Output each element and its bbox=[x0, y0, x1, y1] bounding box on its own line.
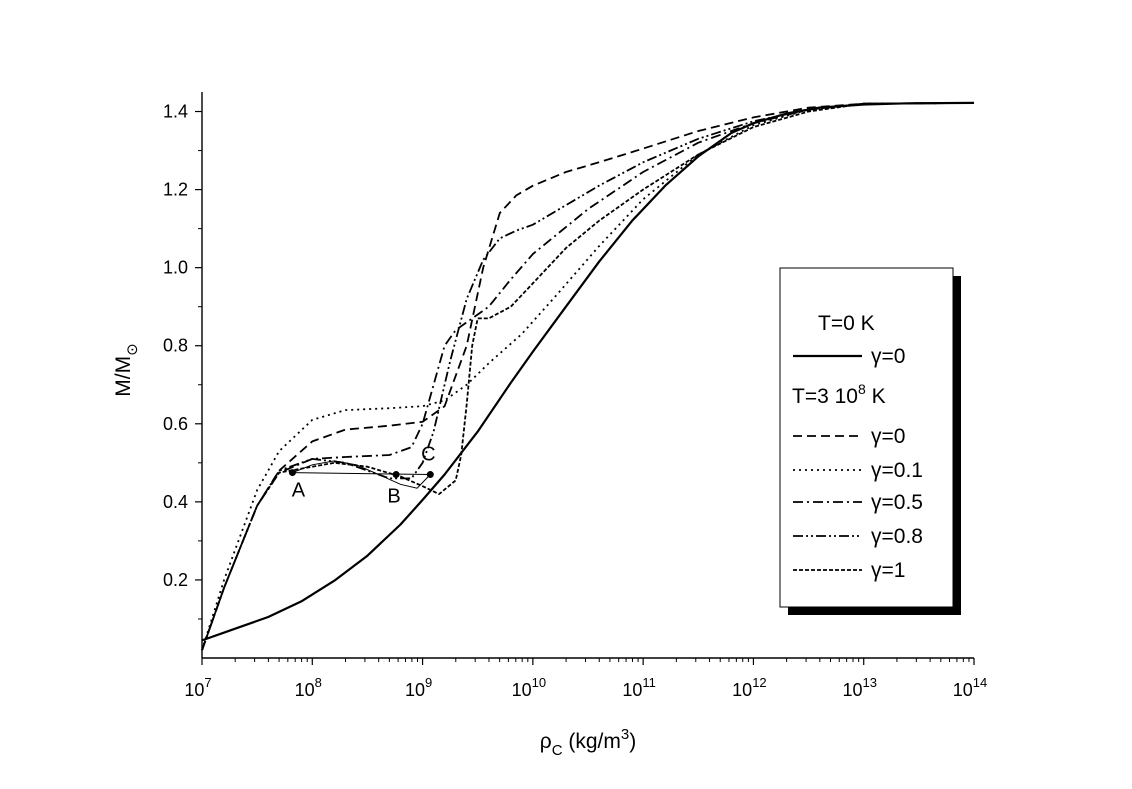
x-tick-label: 108 bbox=[295, 675, 322, 700]
point-label-b: B bbox=[387, 486, 400, 508]
x-tick-label: 1013 bbox=[842, 675, 877, 700]
x-tick-label: 1011 bbox=[622, 675, 656, 700]
x-tick-label: 1012 bbox=[732, 675, 767, 700]
y-tick-label: 0.6 bbox=[163, 414, 188, 434]
point-label-c: C bbox=[421, 444, 435, 466]
series-line-4 bbox=[201, 102, 975, 651]
y-tick-label: 1.4 bbox=[163, 102, 188, 122]
legend-label-3: γ=0.5 bbox=[871, 491, 923, 514]
legend-label-0: γ=0 bbox=[871, 345, 905, 368]
x-tick-label: 1014 bbox=[953, 675, 988, 700]
series-line-5 bbox=[201, 102, 975, 651]
y-tick-label: 1.0 bbox=[163, 258, 188, 278]
legend-header-t0: T=0 K bbox=[818, 312, 875, 335]
x-axis-label: ρC (kg/m3) bbox=[540, 726, 636, 759]
point-marker-a bbox=[288, 469, 296, 477]
legend: T=0 K T=3 108 K γ=0 γ=0 γ=0.1 γ=0.5 γ=0.8 γ=1 bbox=[779, 267, 961, 615]
legend-label-4: γ=0.8 bbox=[871, 525, 923, 548]
y-tick-label: 0.4 bbox=[163, 492, 188, 512]
unstable-branch bbox=[292, 460, 431, 489]
x-tick-label: 109 bbox=[405, 675, 432, 700]
legend-label-1: γ=0 bbox=[871, 425, 905, 448]
maxwell-line bbox=[292, 472, 431, 476]
ticks: 107 108 109 1010 1011 1012 1013 1014 0.2 0.4 0.6 0.… bbox=[163, 102, 987, 700]
series-line-1 bbox=[201, 102, 975, 651]
point-marker-c bbox=[426, 471, 434, 479]
axis-labels: ρC (kg/m3) M/M⊙ bbox=[112, 343, 636, 759]
point-marker-b bbox=[392, 471, 400, 479]
legend-box bbox=[779, 267, 954, 608]
x-tick-label: 107 bbox=[184, 675, 211, 700]
y-tick-label: 0.8 bbox=[163, 336, 188, 356]
legend-label-5: γ=1 bbox=[871, 559, 905, 582]
y-axis-label: M/M⊙ bbox=[112, 343, 141, 396]
axes bbox=[201, 92, 974, 659]
transition-markers: A BC bbox=[288, 444, 436, 508]
y-tick-label: 0.2 bbox=[163, 570, 188, 590]
curves bbox=[201, 101, 975, 651]
y-tick-label: 1.2 bbox=[163, 180, 188, 200]
x-tick-label: 1010 bbox=[512, 675, 547, 700]
legend-label-2: γ=0.1 bbox=[871, 459, 923, 482]
point-label-a: A bbox=[292, 480, 306, 502]
series-line-3 bbox=[201, 102, 975, 651]
legend-header-t3e8: T=3 108 K bbox=[792, 381, 886, 408]
